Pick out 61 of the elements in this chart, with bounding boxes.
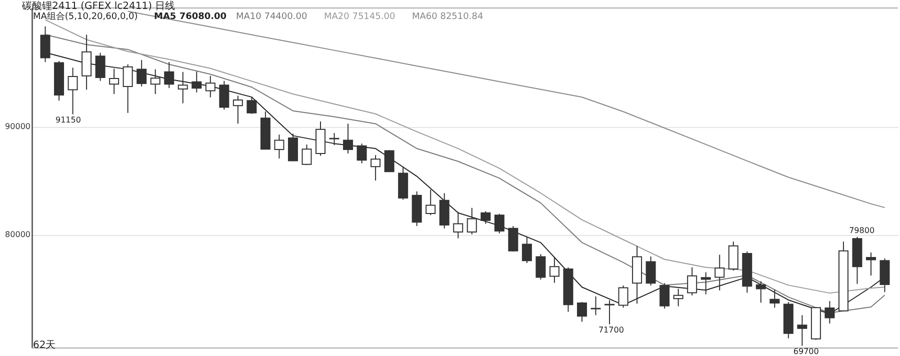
candlestick [426,189,436,216]
y-tick-label: 90000 [5,122,30,132]
y-tick-label: 80000 [5,230,30,240]
candlestick [122,64,133,114]
candlestick [714,254,725,291]
annotation: 69700 [793,346,819,356]
candlestick [274,134,284,159]
candlestick [700,272,711,295]
candlestick [95,52,106,82]
candlestick [356,143,367,164]
text: MA60 82510.84 [412,12,484,22]
text: MA5 76080.00 [154,12,227,22]
candlestick [370,154,381,181]
candlestick [618,285,628,308]
candlestick [109,68,120,95]
candlestick [536,254,546,280]
text: MA20 75145.00 [324,12,396,22]
candlestick [343,123,354,154]
candlestick [302,144,312,166]
candlestick [219,80,230,110]
candlestick [192,71,202,93]
candlestick [136,60,147,87]
candlestick [508,226,518,252]
candlestick [797,314,808,346]
candlestick [453,211,464,239]
candlestick [232,95,243,124]
candlestick [880,258,890,293]
candlestick [866,252,876,276]
chart-subtitle: MA组合(5,10,20,60,0,0) [33,11,138,22]
candlestick [164,62,174,89]
candlestick [728,241,738,272]
candlestick [770,288,780,308]
candlestick [687,266,698,296]
candlestick [480,210,491,224]
candlestick [288,133,298,162]
candlestick [68,67,78,115]
candlestick [384,150,394,172]
candlestick [329,132,340,146]
candlestick [576,302,587,322]
candlestick [150,68,160,95]
candlestick [673,288,684,307]
candlestick [590,296,601,316]
candlestick [549,256,560,284]
candlestick [522,236,532,264]
candlestick [466,207,477,235]
candlestick [494,213,504,234]
candlestick [246,96,257,114]
annotation: 91150 [55,115,81,124]
text: MA10 74400.00 [236,12,308,22]
annotation: 62天 [33,340,56,351]
candlestick [205,75,216,98]
chart-title: 碳酸锂2411 (GFEX lc2411) 日线 [21,0,176,12]
annotation: 71700 [598,325,624,334]
candlestick [660,282,670,310]
candlestick [756,280,766,304]
candlestick [178,71,188,104]
candlestick [824,300,835,324]
annotation: 79800 [849,226,875,235]
candlestick [40,26,50,63]
candlestick [646,256,656,286]
candlestick [604,300,614,325]
